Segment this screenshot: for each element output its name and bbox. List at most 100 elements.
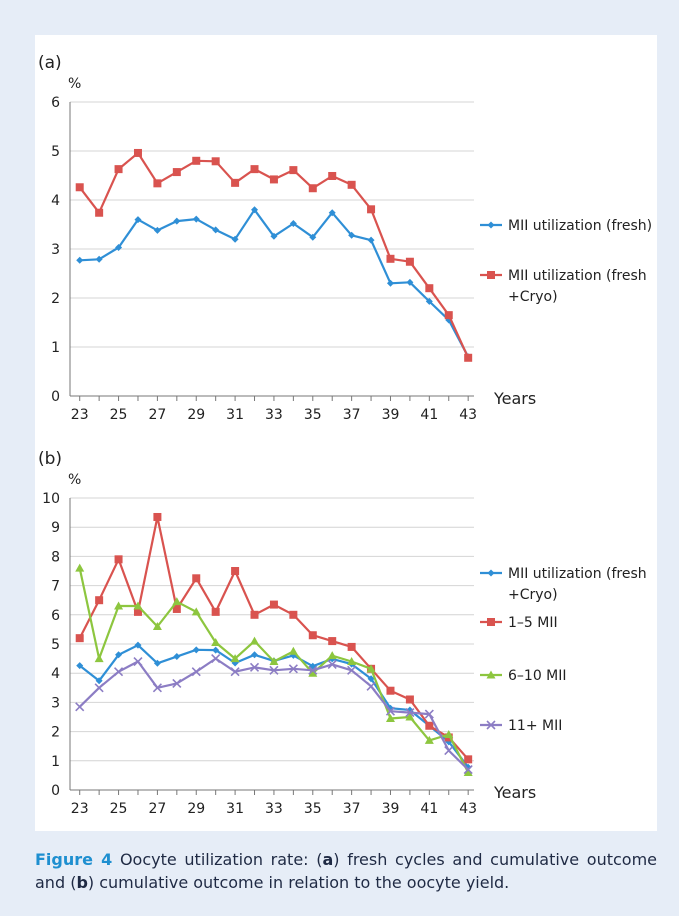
data-point-1-3-5-b [172, 678, 182, 688]
data-point-1-2-11 [288, 646, 298, 655]
data-point-1-3-10-b [269, 665, 279, 675]
data-point-0-1-11 [289, 166, 298, 175]
y-tick-1-3: 3 [51, 695, 60, 711]
data-point-1-1-16 [386, 686, 395, 695]
data-point-0-0-0 [76, 256, 84, 264]
y-tick-0-4: 4 [51, 193, 60, 209]
y-tick-1-9: 9 [51, 520, 60, 536]
data-point-1-3-0-b [75, 702, 85, 712]
series-line-0-1 [78, 151, 470, 359]
data-point-1-1-8 [231, 567, 240, 575]
data-point-1-3-4-b [152, 683, 162, 693]
data-point-1-2-0 [75, 563, 85, 572]
x-tick-0-0: 23 [71, 407, 89, 423]
data-point-1-3-4 [152, 683, 162, 693]
data-point-0-0-17 [406, 278, 414, 286]
caption-part-2: ) fresh cycles and cumulative outcome an… [35, 850, 658, 892]
x-axis-label-1: Years [493, 783, 536, 802]
data-point-1-2-1 [94, 654, 104, 663]
x-tick-1-10: 43 [459, 801, 477, 817]
data-point-0-0-3 [134, 216, 142, 224]
x-tick-0-7: 37 [343, 407, 361, 423]
y-axis-label-1: % [68, 472, 81, 488]
data-point-1-1-12 [308, 631, 317, 640]
data-point-1-3-3 [133, 656, 143, 667]
legend-swatch-marker-1-0 [487, 569, 495, 577]
x-tick-0-3: 29 [187, 407, 205, 423]
data-point-1-2-19 [444, 730, 454, 739]
data-point-0-0-9 [251, 206, 259, 214]
data-point-1-3-6-b [191, 667, 201, 677]
data-point-1-0-3 [134, 641, 142, 649]
legend-label-0-0-0: MII utilization (fresh) [508, 218, 652, 234]
legend-label-0-1-0: MII utilization (fresh [508, 268, 647, 284]
y-tick-1-10: 10 [42, 491, 60, 507]
data-point-0-1-3 [133, 148, 142, 157]
data-point-1-3-7-b [211, 654, 221, 664]
data-point-1-2-16 [385, 713, 395, 722]
data-point-1-0-1 [95, 677, 103, 685]
data-point-1-1-3 [133, 607, 142, 616]
data-point-1-0-4 [153, 659, 161, 667]
x-tick-1-7: 37 [343, 801, 361, 817]
data-point-1-2-8 [230, 654, 240, 663]
data-point-0-0-8 [231, 235, 239, 243]
y-tick-1-7: 7 [51, 579, 60, 595]
data-point-1-1-5 [172, 604, 181, 613]
data-point-0-0-13 [328, 209, 336, 217]
caption-panel-b: b [76, 873, 88, 892]
data-point-0-1-4 [153, 179, 162, 188]
data-point-1-3-14-b [347, 665, 357, 675]
data-point-1-3-17-b [405, 708, 415, 718]
figure-caption: Figure 4 Oocyte utilization rate: (a) fr… [35, 848, 657, 894]
legend-swatch-marker-0-0 [487, 221, 495, 229]
data-point-1-3-16-b [385, 706, 396, 716]
data-point-1-2-18 [424, 735, 434, 744]
data-point-0-0-7 [212, 226, 220, 234]
data-point-1-3-19 [444, 746, 454, 756]
data-point-0-1-10 [269, 175, 278, 184]
legend-label-1-2-0: 6–10 MII [508, 668, 567, 684]
x-tick-1-8: 39 [382, 801, 400, 817]
data-point-1-3-18 [424, 709, 434, 719]
x-tick-0-6: 35 [304, 407, 322, 423]
data-point-0-0-1 [95, 255, 103, 263]
data-point-0-1-15 [367, 205, 376, 214]
data-point-1-1-20 [464, 755, 473, 764]
data-point-0-1-8 [231, 178, 240, 187]
figure-frame [35, 35, 657, 831]
data-point-1-3-12-b [308, 665, 318, 675]
x-tick-1-2: 27 [148, 801, 166, 817]
data-point-0-0-5 [173, 217, 181, 225]
data-point-1-3-11 [288, 664, 298, 674]
data-point-1-1-4 [153, 512, 162, 521]
x-tick-1-0: 23 [71, 801, 89, 817]
legend-label-1-0-0: MII utilization (fresh [508, 566, 647, 582]
x-tick-1-4: 31 [226, 801, 244, 817]
data-point-1-2-17 [405, 712, 415, 721]
y-tick-1-6: 6 [51, 608, 60, 624]
data-point-1-1-11 [289, 610, 298, 619]
data-point-1-1-7 [211, 607, 220, 616]
y-tick-1-5: 5 [51, 637, 60, 653]
data-point-1-3-15-b [366, 681, 376, 691]
data-point-0-1-12 [308, 184, 317, 193]
data-point-1-0-0 [76, 662, 84, 670]
legend-swatch-marker-1-3-b [486, 720, 496, 730]
x-tick-1-9: 41 [420, 801, 438, 817]
y-tick-0-0: 0 [51, 389, 60, 405]
y-tick-0-1: 1 [51, 340, 60, 356]
legend-swatch-marker-1-3 [486, 720, 496, 730]
data-point-1-0-9 [251, 651, 259, 659]
data-point-0-0-15 [367, 236, 375, 244]
panel-label-1: (b) [38, 449, 62, 469]
data-point-1-3-18-b [424, 709, 434, 719]
caption-label: Figure 4 [35, 850, 113, 869]
panel-label-0: (a) [38, 53, 62, 73]
data-point-1-3-13 [327, 659, 337, 670]
x-tick-0-10: 43 [459, 407, 477, 423]
data-point-0-1-9 [250, 165, 259, 174]
x-tick-1-6: 35 [304, 801, 322, 817]
